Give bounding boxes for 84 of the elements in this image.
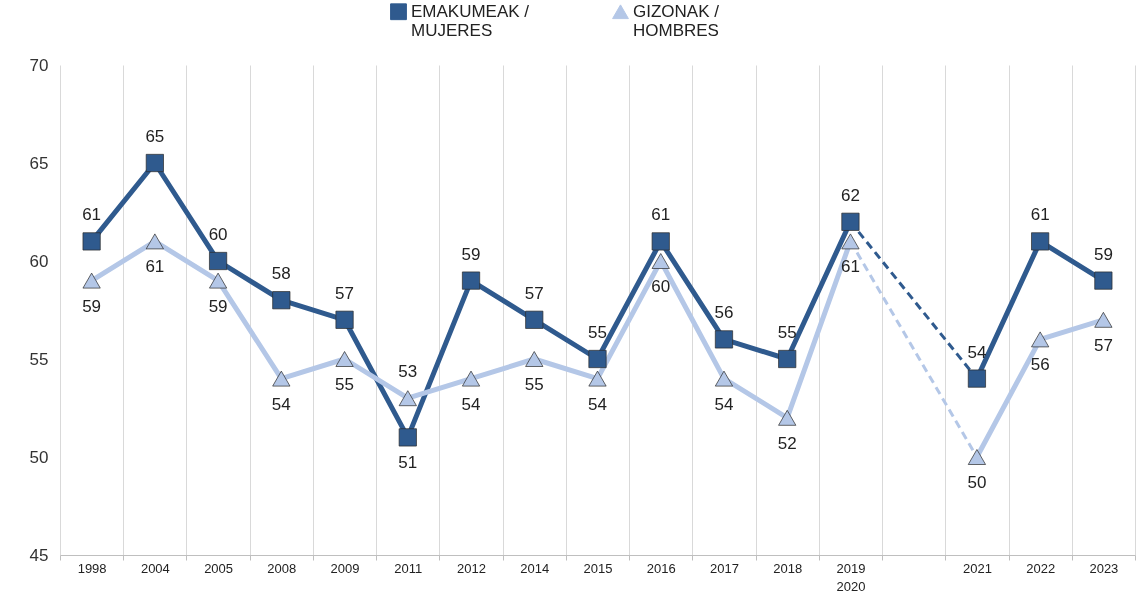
x-tick-label: 1998: [77, 560, 107, 576]
y-tick-label: 50: [29, 447, 49, 467]
data-label: 59: [1093, 244, 1113, 264]
data-label: 58: [271, 264, 291, 284]
data-label: 65: [145, 127, 165, 146]
point: [651, 253, 670, 269]
y-tick-label: 70: [29, 55, 49, 75]
data-label: 55: [588, 323, 607, 342]
point: [461, 370, 481, 387]
point: [1030, 232, 1050, 251]
x-tick-label: 2005: [204, 560, 234, 576]
data-label: 52: [777, 433, 797, 453]
x-tick-label: 2017: [710, 560, 739, 576]
x-tick-label: 2022: [1026, 560, 1056, 576]
point: [208, 251, 228, 271]
x-tick-label: 2019 2020: [836, 560, 866, 594]
point: [82, 272, 101, 289]
point: [778, 349, 797, 369]
data-label: 56: [714, 303, 734, 323]
data-label: 57: [335, 283, 355, 303]
data-label: 59: [461, 244, 481, 264]
point: [272, 370, 291, 387]
point: [335, 351, 354, 367]
data-label: 60: [651, 277, 671, 296]
data-label: 54: [461, 394, 481, 414]
point: [525, 310, 544, 329]
data-label: 54: [271, 394, 291, 414]
point: [272, 291, 291, 310]
point: [778, 409, 797, 426]
point: [335, 310, 354, 329]
point: [208, 272, 228, 289]
x-tick-label: 2012: [457, 560, 486, 576]
legend-label: GIZONAK / HOMBRES: [633, 1, 720, 40]
y-tick-label: 45: [29, 545, 49, 565]
data-label: 54: [967, 342, 987, 362]
data-label: 54: [588, 394, 607, 414]
y-tick-label: 60: [29, 251, 49, 271]
data-label: 61: [82, 205, 102, 225]
point: [82, 232, 101, 251]
data-label: 57: [1093, 335, 1113, 355]
x-tick-label: 2009: [330, 560, 360, 576]
point: [714, 370, 734, 387]
data-label: 55: [524, 375, 544, 394]
point: [525, 351, 544, 367]
point: [145, 233, 165, 250]
data-label: 50: [967, 473, 987, 492]
point: [461, 271, 481, 290]
point: [1094, 271, 1113, 290]
x-tick-label: 2008: [267, 560, 297, 576]
x-tick-label: 2004: [140, 560, 170, 576]
point: [145, 153, 165, 173]
data-label: 54: [714, 394, 734, 414]
x-tick-label: 2021: [962, 560, 992, 576]
data-label: 59: [208, 296, 228, 316]
x-tick-label: 2015: [583, 560, 613, 576]
data-label: 59: [82, 296, 102, 316]
data-label: 51: [398, 453, 418, 473]
data-label: 61: [840, 257, 860, 277]
data-label: 62: [840, 185, 860, 205]
data-label: 60: [208, 225, 228, 244]
data-label: 61: [1030, 205, 1050, 225]
x-tick-label: 2023: [1089, 560, 1119, 576]
x-tick-label: 2011: [394, 560, 423, 576]
x-tick-label: 2018: [773, 560, 803, 576]
data-label: 61: [145, 257, 165, 277]
point: [398, 390, 417, 407]
data-label: 57: [524, 283, 544, 303]
legend-label: EMAKUMEAK / MUJERES: [411, 1, 530, 40]
data-label: 56: [1030, 355, 1050, 375]
point: [651, 232, 670, 251]
x-tick-label: 2014: [520, 560, 550, 576]
y-tick-label: 65: [29, 153, 49, 173]
data-label: 55: [777, 323, 797, 342]
point: [588, 370, 607, 387]
point: [588, 349, 607, 369]
data-label: 55: [335, 375, 355, 394]
x-tick-label: 2016: [646, 560, 676, 576]
point: [1094, 311, 1113, 328]
point: [398, 428, 417, 447]
y-tick-label: 55: [29, 349, 49, 369]
point: [714, 330, 734, 349]
data-label: 53: [398, 362, 418, 382]
data-label: 61: [651, 205, 671, 225]
point: [1030, 331, 1050, 348]
